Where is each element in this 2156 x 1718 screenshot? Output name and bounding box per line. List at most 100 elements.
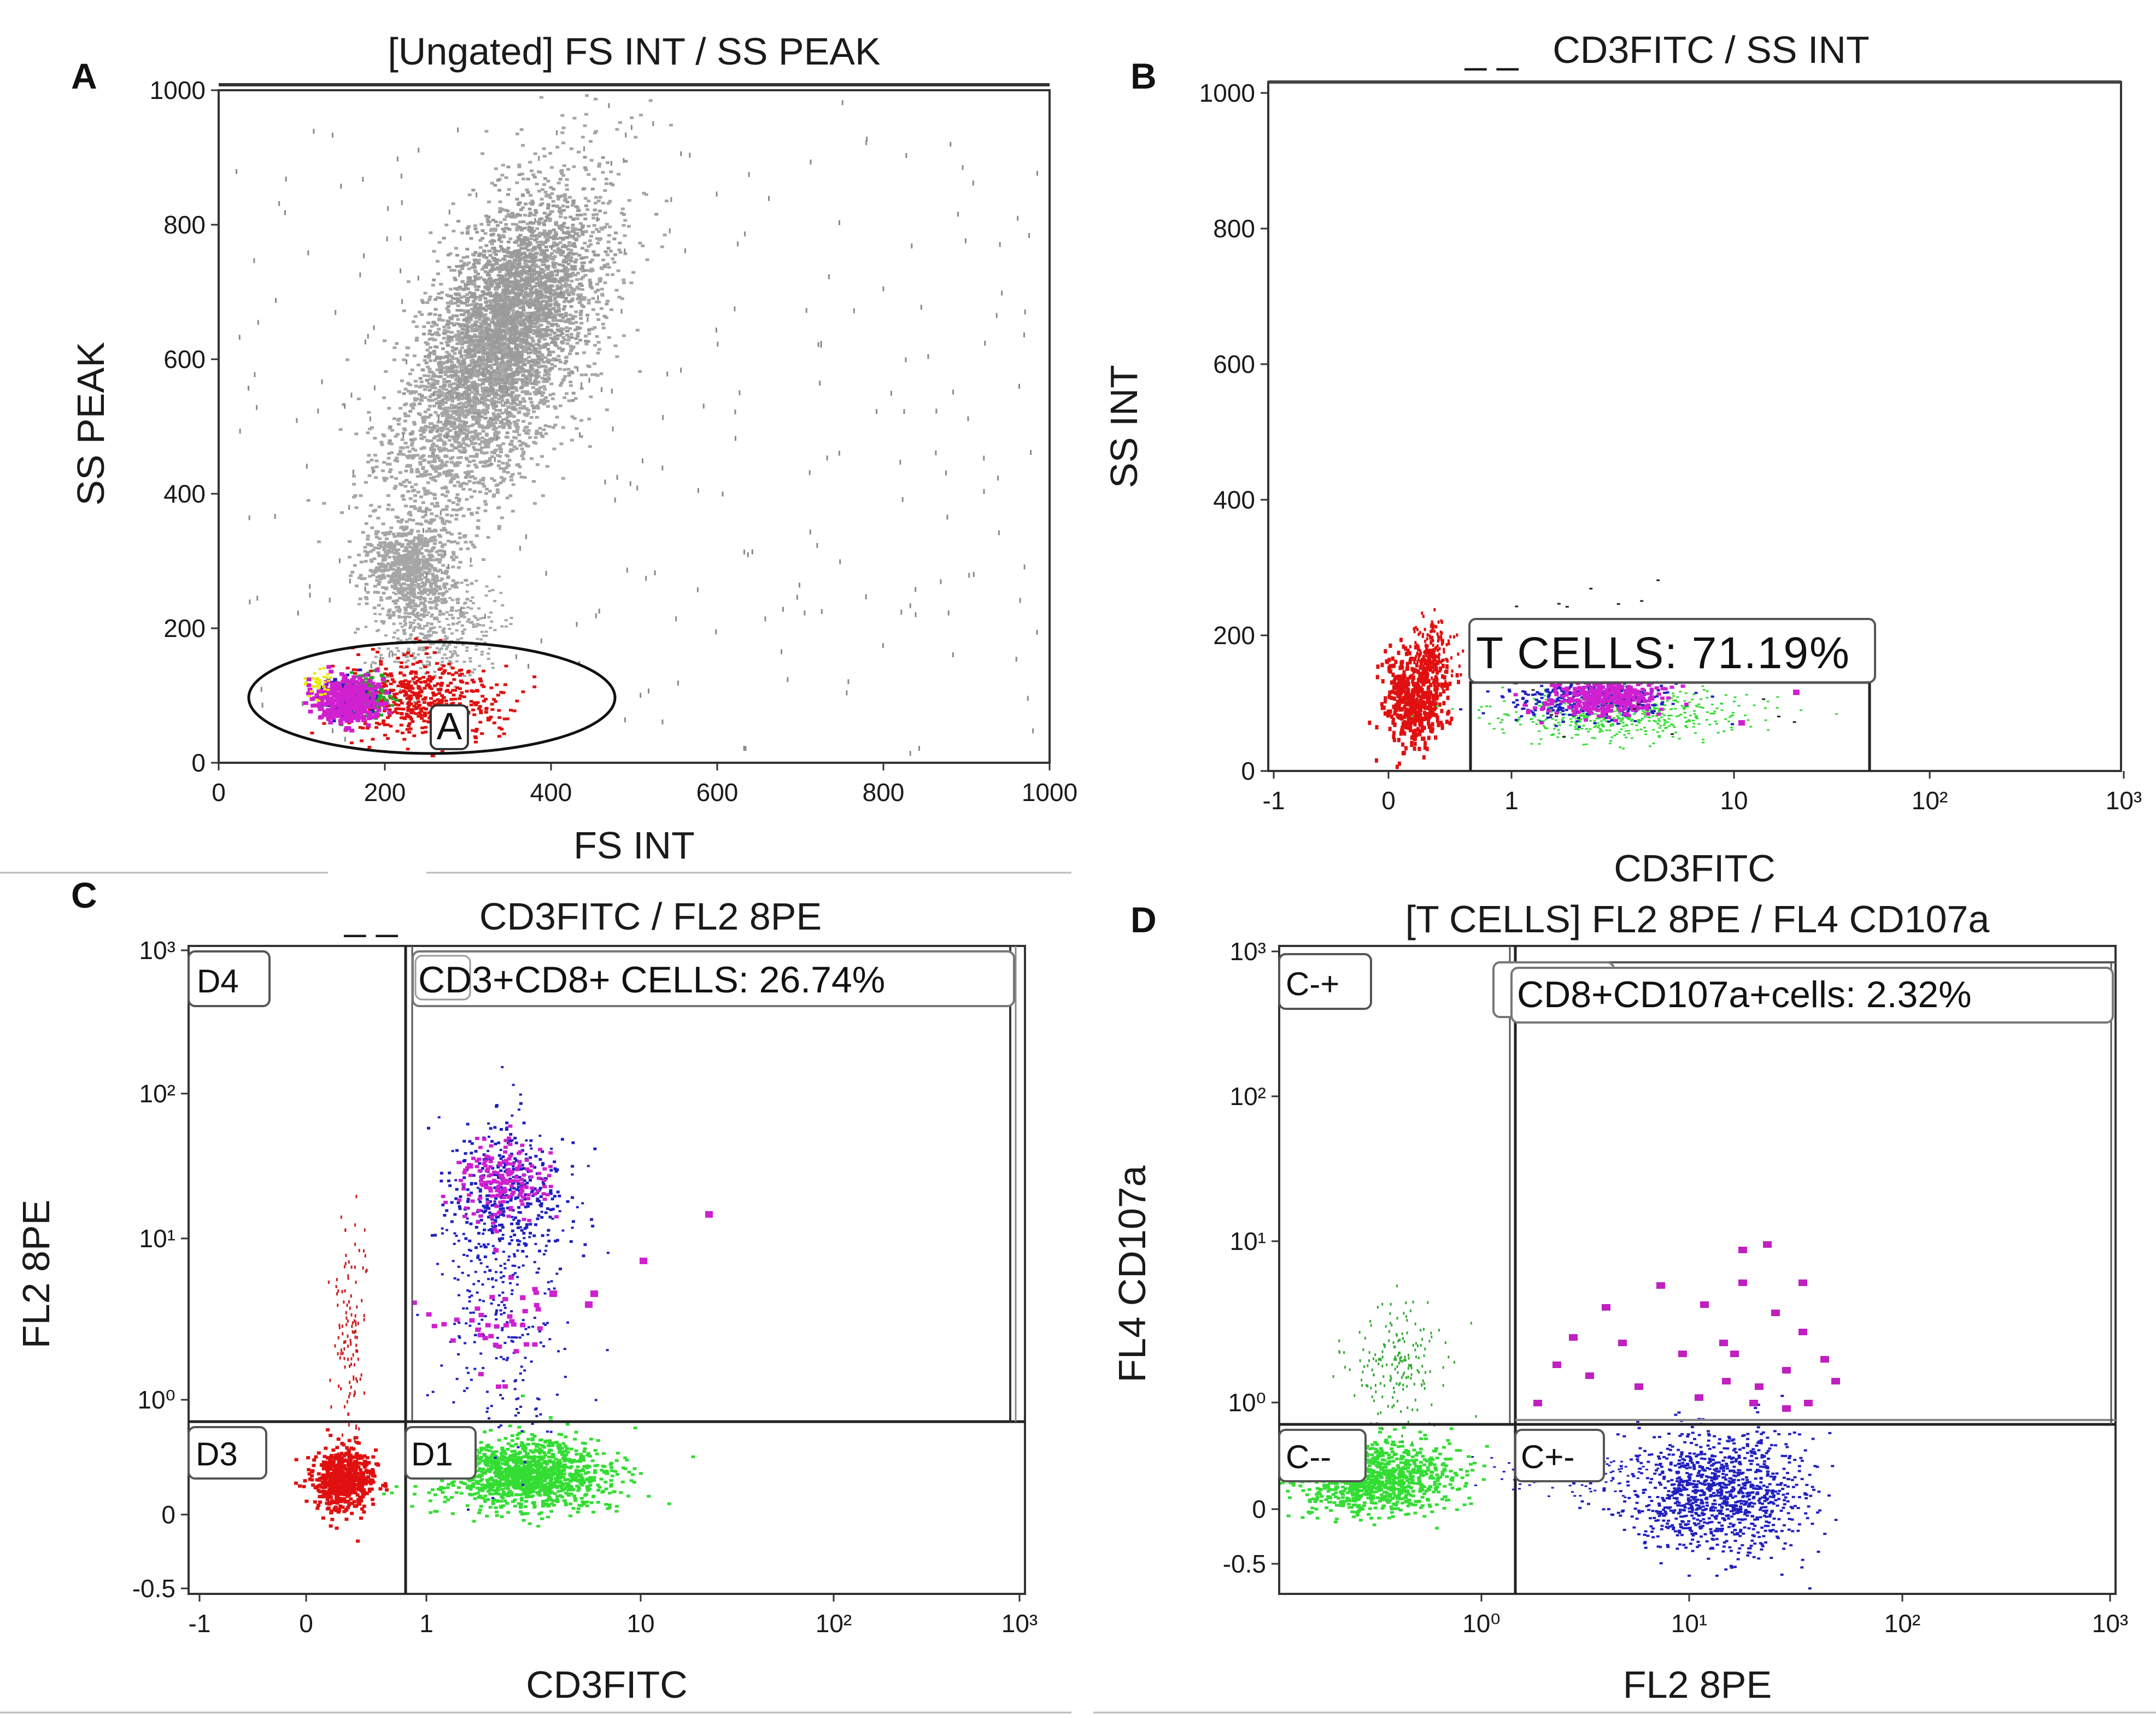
main-cluster-dot <box>555 416 559 419</box>
main-cluster-dot <box>519 208 523 212</box>
main-cluster-dot <box>461 482 466 485</box>
main-cluster-dot <box>456 456 461 459</box>
main-cluster-dot <box>503 308 507 312</box>
main-cluster-dot <box>591 297 595 300</box>
main-cluster-dot <box>489 420 493 424</box>
main-cluster-dot <box>455 371 460 374</box>
main-cluster-dot <box>533 312 537 315</box>
main-cluster-dot <box>453 418 458 421</box>
main-cluster-dot <box>436 475 440 478</box>
main-cluster-dot <box>489 463 494 466</box>
main-cluster-dot <box>523 412 527 416</box>
main-cluster-dot <box>579 435 583 438</box>
main-cluster-dot <box>540 283 544 287</box>
main-cluster-dot <box>483 270 488 273</box>
main-cluster-dot <box>454 496 459 500</box>
main-cluster-dot <box>515 285 519 289</box>
main-cluster-dot <box>595 313 600 316</box>
main-cluster-dot <box>534 363 538 366</box>
main-cluster-dot <box>578 338 582 342</box>
main-cluster-dot <box>537 235 542 238</box>
main-cluster-dot <box>453 352 457 355</box>
main-cluster-dot <box>542 255 547 259</box>
main-cluster-dot <box>507 273 511 277</box>
main-cluster-dot <box>507 337 512 341</box>
main-cluster-dot <box>447 305 451 308</box>
main-cluster-dot <box>514 345 518 348</box>
main-cluster-dot <box>493 434 497 437</box>
main-cluster-dot <box>470 355 473 358</box>
main-cluster-dot <box>465 248 470 251</box>
main-cluster-dot <box>520 379 524 382</box>
main-cluster-dot <box>509 299 513 302</box>
main-cluster-dot <box>474 465 479 469</box>
main-cluster-dot <box>407 512 411 515</box>
main-cluster-dot <box>550 363 554 366</box>
main-cluster-dot <box>517 244 521 247</box>
main-cluster-dot <box>430 443 435 447</box>
main-cluster-dot <box>495 454 500 457</box>
main-cluster-dot <box>473 227 478 230</box>
main-cluster-dot <box>514 343 518 346</box>
main-cluster-dot <box>493 396 497 399</box>
main-cluster-dot <box>523 293 527 296</box>
main-cluster-dot <box>528 306 532 309</box>
main-cluster-dot <box>520 289 525 293</box>
main-cluster-dot <box>490 227 494 231</box>
main-cluster-dot <box>553 293 557 296</box>
main-cluster-dot <box>464 541 468 544</box>
main-cluster-dot <box>547 316 552 319</box>
main-cluster-dot <box>493 363 497 366</box>
main-cluster-dot <box>530 404 535 407</box>
main-cluster-dot <box>495 357 500 360</box>
main-cluster-dot <box>561 348 565 351</box>
main-cluster-dot <box>482 255 486 259</box>
main-cluster-dot <box>501 366 505 370</box>
main-cluster-dot <box>456 360 461 364</box>
main-cluster-dot <box>588 281 593 284</box>
main-cluster-dot <box>423 291 427 295</box>
main-cluster-dot <box>516 299 520 302</box>
main-cluster-dot <box>532 406 536 410</box>
secondary-cluster-dot <box>381 559 385 562</box>
main-cluster-dot <box>405 354 409 357</box>
main-cluster-dot <box>495 258 499 261</box>
main-cluster-dot <box>542 380 546 383</box>
main-cluster-dot <box>496 312 500 315</box>
main-cluster-dot <box>458 508 462 511</box>
main-cluster-dot <box>500 268 504 271</box>
main-cluster-dot <box>521 360 525 363</box>
main-cluster-dot <box>547 353 551 357</box>
main-cluster-dot <box>473 432 478 435</box>
main-cluster-dot <box>425 348 430 352</box>
main-cluster-dot <box>528 392 532 395</box>
main-cluster-dot <box>413 399 418 402</box>
main-cluster-dot <box>429 413 433 417</box>
main-cluster-dot <box>479 276 483 279</box>
main-cluster-dot <box>537 296 541 300</box>
secondary-cluster-dot <box>415 522 419 525</box>
main-cluster-dot <box>608 200 612 203</box>
main-cluster-dot <box>431 283 435 287</box>
main-cluster-dot <box>473 365 477 368</box>
main-cluster-dot <box>487 338 491 341</box>
main-cluster-dot <box>432 320 436 324</box>
main-cluster-dot <box>607 233 612 237</box>
main-cluster-dot <box>508 361 512 365</box>
main-cluster-dot <box>529 297 533 301</box>
main-cluster-dot <box>489 440 494 443</box>
main-cluster-dot <box>617 248 622 252</box>
main-cluster-dot <box>422 459 426 462</box>
main-cluster-dot <box>456 435 460 439</box>
main-cluster-dot <box>470 349 474 353</box>
main-cluster-dot <box>512 273 516 277</box>
main-cluster-dot <box>502 235 506 238</box>
main-cluster-dot <box>558 334 563 337</box>
main-cluster-dot <box>433 359 437 363</box>
main-cluster-dot <box>387 407 391 410</box>
main-cluster-dot <box>587 301 591 305</box>
main-cluster-dot <box>542 402 546 406</box>
main-cluster-dot <box>464 332 468 335</box>
main-cluster-dot <box>465 324 469 327</box>
main-cluster-dot <box>496 382 500 385</box>
